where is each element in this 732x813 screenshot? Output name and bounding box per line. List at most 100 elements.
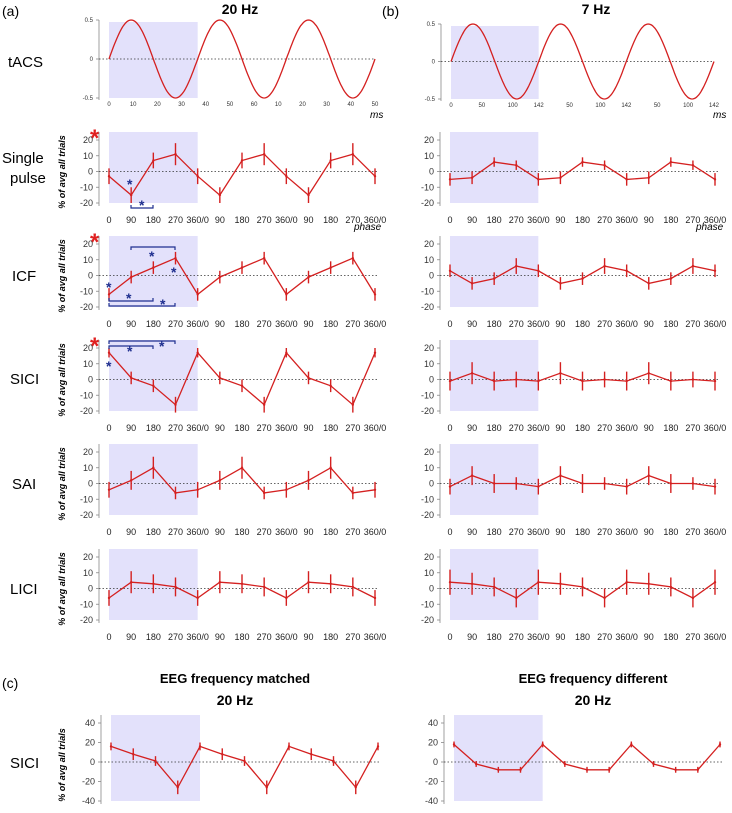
row-label-sai: SAI bbox=[12, 476, 36, 493]
data-point bbox=[669, 585, 673, 589]
data-point bbox=[332, 759, 335, 763]
x-tick-label: 90 bbox=[555, 527, 565, 537]
x-tick-label: 0 bbox=[106, 215, 111, 225]
x-tick-label: 180 bbox=[234, 527, 249, 537]
x-tick-label: 270 bbox=[597, 319, 612, 329]
x-tick-label: 180 bbox=[146, 319, 161, 329]
y-tick-label: -0.5 bbox=[83, 96, 94, 102]
x-tick-label: 180 bbox=[575, 423, 590, 433]
x-tick-label: 50 bbox=[372, 102, 379, 108]
x-tick-label: 100 bbox=[683, 103, 694, 109]
data-point bbox=[625, 485, 628, 488]
data-point bbox=[537, 269, 540, 272]
data-point bbox=[198, 745, 202, 748]
data-point bbox=[537, 485, 540, 488]
x-tick-label: 270 bbox=[168, 319, 183, 329]
x-tick-label: 30 bbox=[178, 102, 185, 108]
data-point bbox=[152, 159, 155, 162]
data-point bbox=[351, 152, 355, 156]
panel-label-b: (b) bbox=[382, 3, 399, 19]
y-tick-label: 20 bbox=[83, 343, 93, 353]
data-point bbox=[669, 277, 673, 280]
x-tick-label: 360/0 bbox=[275, 423, 298, 433]
data-point bbox=[129, 581, 133, 584]
data-point bbox=[196, 293, 199, 296]
x-tick-label: 180 bbox=[323, 632, 338, 642]
x-tick-label: 10 bbox=[275, 102, 282, 108]
data-point bbox=[470, 176, 474, 179]
x-tick-label: 270 bbox=[597, 215, 612, 225]
y-tick-label: 10 bbox=[424, 151, 434, 161]
x-tick-label: 270 bbox=[345, 527, 360, 537]
y-tick-label: -20 bbox=[421, 615, 434, 625]
data-point bbox=[497, 768, 500, 771]
x-tick-label: 270 bbox=[509, 632, 524, 642]
y-tick-label: 20 bbox=[83, 447, 93, 457]
y-tick-label: -20 bbox=[421, 406, 434, 416]
y-tick-label: 0 bbox=[432, 60, 436, 66]
data-point bbox=[176, 786, 179, 789]
data-point bbox=[452, 743, 456, 746]
x-tick-label: 270 bbox=[257, 319, 272, 329]
heading-eeg-different-freq: 20 Hz bbox=[575, 692, 612, 708]
x-tick-label: 270 bbox=[685, 423, 700, 433]
data-point bbox=[537, 581, 540, 584]
x-tick-label: 0 bbox=[447, 215, 452, 225]
data-point bbox=[129, 479, 133, 482]
sig-markers-icf: * * * * * bbox=[106, 246, 177, 312]
data-point bbox=[718, 743, 722, 746]
y-tick-label: -20 bbox=[425, 777, 438, 787]
x-tick-label: 180 bbox=[487, 632, 502, 642]
y-tick-label: -10 bbox=[80, 390, 93, 400]
x-tick-label: 270 bbox=[168, 632, 183, 642]
data-point bbox=[152, 466, 155, 469]
data-point bbox=[470, 582, 474, 585]
x-tick-label: 90 bbox=[126, 215, 136, 225]
blue-asterisk: * bbox=[127, 343, 133, 359]
data-point bbox=[329, 159, 332, 162]
data-point bbox=[329, 266, 332, 269]
y-tick-label: 0 bbox=[429, 167, 434, 177]
y-tick-label: 20 bbox=[424, 447, 434, 457]
x-tick-label: 180 bbox=[663, 319, 678, 329]
x-tick-label: 360/0 bbox=[615, 632, 638, 642]
data-point bbox=[515, 378, 518, 381]
y-tick-label: 10 bbox=[424, 255, 434, 265]
data-point bbox=[559, 176, 562, 179]
x-tick-label: 360/0 bbox=[527, 632, 550, 642]
x-tick-label: 360/0 bbox=[186, 527, 209, 537]
data-point bbox=[541, 743, 544, 746]
chart-tacs-7hz: 0.5 0 -0.5 0 50 100 142 50 100 142 50 100 142 bbox=[425, 22, 720, 109]
x-tick-label: 180 bbox=[234, 423, 249, 433]
x-tick-label: 90 bbox=[467, 215, 477, 225]
x-tick-label: 180 bbox=[234, 215, 249, 225]
data-point bbox=[492, 482, 496, 485]
x-tick-label: 90 bbox=[126, 632, 136, 642]
data-point bbox=[107, 351, 111, 354]
x-tick-label: 90 bbox=[644, 527, 654, 537]
x-tick-label: 90 bbox=[126, 527, 136, 537]
y-tick-label: -10 bbox=[421, 494, 434, 504]
data-point bbox=[448, 485, 452, 488]
y-tick-label: 20 bbox=[85, 738, 95, 748]
x-tick-label: 360/0 bbox=[275, 215, 298, 225]
data-point bbox=[581, 379, 584, 383]
data-point bbox=[470, 474, 474, 477]
significance-bracket bbox=[108, 303, 176, 307]
y-tick-label: 20 bbox=[424, 135, 434, 145]
x-tick-label: 360/0 bbox=[275, 527, 298, 537]
x-tick-label: 180 bbox=[487, 215, 502, 225]
y-tick-label: -20 bbox=[421, 302, 434, 312]
red-asterisk-sici: * bbox=[90, 333, 100, 360]
y-tick-label: -0.5 bbox=[425, 97, 436, 103]
y-tick-label: 20 bbox=[83, 135, 93, 145]
data-point bbox=[373, 175, 377, 178]
x-tick-label: 0 bbox=[447, 423, 452, 433]
data-point bbox=[174, 256, 177, 260]
x-tick-label: 180 bbox=[663, 215, 678, 225]
y-tick-label: 40 bbox=[85, 718, 95, 728]
data-point bbox=[581, 482, 584, 485]
data-point bbox=[559, 582, 562, 585]
x-tick-label: 180 bbox=[146, 423, 161, 433]
